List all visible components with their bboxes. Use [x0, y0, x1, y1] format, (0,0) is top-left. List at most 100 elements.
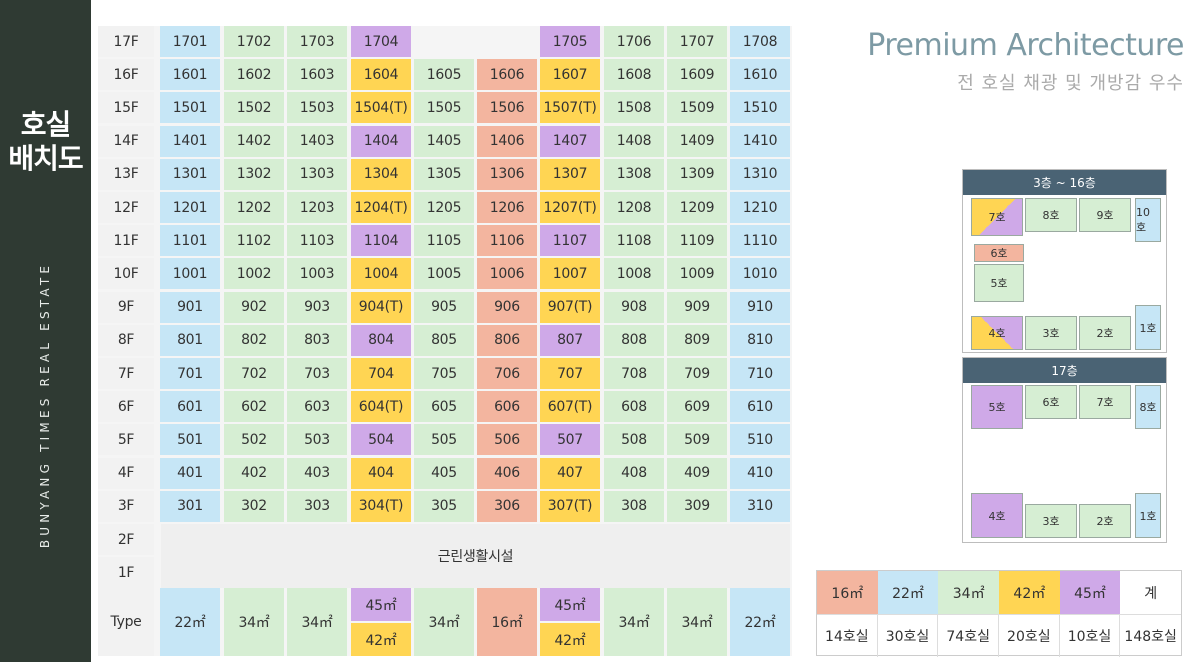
unit-cell: 1309 — [667, 158, 727, 190]
legend-count: 30호실 — [877, 614, 939, 657]
unit-cell: 805 — [414, 324, 474, 356]
unit-cell: 1305 — [414, 158, 474, 190]
legend-header: 22㎡ — [877, 571, 939, 614]
unit-cell: 1206 — [477, 192, 537, 223]
plan-room: 8호 — [1025, 198, 1077, 232]
unit-cell: 804 — [351, 324, 411, 356]
unit-cell: 510 — [730, 424, 790, 456]
type-cell: 16㎡ — [477, 588, 537, 656]
plan-room: 4호 — [971, 493, 1023, 538]
floor-plan-body: 5호 6호 7호 8호 4호 3호 2호 1호 — [963, 383, 1166, 542]
floor-plan-body: 7호 8호 9호 10호 6호 5호 4호 3호 2호 1호 — [963, 195, 1166, 352]
floor-label: 6F — [98, 391, 154, 423]
legend-header: 34㎡ — [938, 571, 999, 614]
legend-count: 148호실 — [1120, 614, 1181, 657]
unit-cell: 1510 — [730, 92, 790, 124]
unit-cell: 1003 — [287, 258, 347, 290]
floor-plan-3-16: 3층 ~ 16층 7호 8호 9호 10호 6호 5호 4호 3호 2호 1호 — [962, 169, 1167, 353]
unit-cell: 1105 — [414, 225, 474, 257]
floor-label: 1F — [98, 557, 154, 589]
unit-cell: 501 — [160, 424, 220, 456]
unit-cell: 1404 — [351, 125, 411, 157]
unit-cell: 303 — [287, 490, 347, 522]
unit-cell: 1401 — [160, 125, 220, 157]
type-cell: 22㎡ — [160, 588, 220, 656]
unit-cell: 1201 — [160, 192, 220, 223]
type-cell: 42㎡ — [351, 623, 411, 656]
unit-cell: 409 — [667, 457, 727, 489]
unit-cell: 1504(T) — [351, 92, 411, 124]
unit-cell: 1502 — [224, 92, 284, 124]
unit-cell: 1103 — [287, 225, 347, 257]
legend-count: 20호실 — [999, 614, 1060, 657]
unit-cell: 502 — [224, 424, 284, 456]
sidebar-title-line2: 배치도 — [8, 142, 83, 175]
commercial-area: 근린생활시설 — [161, 524, 790, 589]
unit-cell: 908 — [604, 291, 664, 323]
unit-cell: 1701 — [160, 26, 220, 57]
unit-cell: 1606 — [477, 59, 537, 91]
plan-room: 6호 — [1025, 385, 1077, 419]
plan-room: 2호 — [1079, 316, 1131, 350]
unit-cell: 602 — [224, 391, 284, 423]
unit-cell: 407 — [540, 457, 600, 489]
plan-room: 1호 — [1135, 305, 1161, 350]
unit-cell: 1407 — [540, 125, 600, 157]
unit-cell: 1703 — [287, 26, 347, 57]
plan-room: 2호 — [1079, 504, 1131, 538]
plan-room: 7호 — [971, 198, 1023, 236]
type-cell: 45㎡ — [540, 588, 600, 622]
unit-cell: 405 — [414, 457, 474, 489]
unit-cell: 601 — [160, 391, 220, 423]
plan-room: 4호 — [971, 316, 1023, 350]
unit-cell: 907(T) — [540, 291, 600, 323]
unit-cell: 603 — [287, 391, 347, 423]
unit-cell: 1503 — [287, 92, 347, 124]
unit-cell: 701 — [160, 358, 220, 389]
unit-cell: 1610 — [730, 59, 790, 91]
unit-cell: 610 — [730, 391, 790, 423]
plan-room: 3호 — [1025, 316, 1077, 350]
brand-text: BUNYANG TIMES REAL ESTATE — [38, 261, 52, 549]
unit-cell: 809 — [667, 324, 727, 356]
page-subtitle: 전 호실 채광 및 개방감 우수 — [957, 73, 1184, 94]
unit-cell: 1306 — [477, 158, 537, 190]
unit-cell: 1705 — [540, 26, 600, 57]
unit-cell: 1102 — [224, 225, 284, 257]
unit-cell: 904(T) — [351, 291, 411, 323]
unit-cell: 402 — [224, 457, 284, 489]
unit-cell: 604(T) — [351, 391, 411, 423]
unit-cell: 802 — [224, 324, 284, 356]
unit-cell: 1707 — [667, 26, 727, 57]
unit-cell: 905 — [414, 291, 474, 323]
unit-cell: 504 — [351, 424, 411, 456]
unit-cell: 1702 — [224, 26, 284, 57]
floor-label: 9F — [98, 291, 154, 323]
unit-cell: 302 — [224, 490, 284, 522]
sidebar-title-line1: 호실 — [20, 108, 72, 141]
unit-cell: 803 — [287, 324, 347, 356]
unit-cell: 1509 — [667, 92, 727, 124]
floor-label: 11F — [98, 225, 154, 257]
unit-cell: 507 — [540, 424, 600, 456]
unit-cell: 903 — [287, 291, 347, 323]
unit-cell: 807 — [540, 324, 600, 356]
unit-cell: 1307 — [540, 158, 600, 190]
unit-cell: 707 — [540, 358, 600, 389]
unit-cell: 1110 — [730, 225, 790, 257]
unit-cell: 305 — [414, 490, 474, 522]
floor-plan-title: 17층 — [963, 358, 1166, 383]
unit-cell: 705 — [414, 358, 474, 389]
floor-label: 8F — [98, 324, 154, 356]
unit-cell: 1607 — [540, 59, 600, 91]
legend-header: 16㎡ — [817, 571, 878, 614]
unit-cell: 1601 — [160, 59, 220, 91]
unit-cell: 1409 — [667, 125, 727, 157]
unit-cell: 1403 — [287, 125, 347, 157]
unit-cell: 902 — [224, 291, 284, 323]
unit-cell: 301 — [160, 490, 220, 522]
unit-cell: 704 — [351, 358, 411, 389]
unit-cell: 1304 — [351, 158, 411, 190]
type-cell: 34㎡ — [667, 588, 727, 656]
unit-cell: 1410 — [730, 125, 790, 157]
